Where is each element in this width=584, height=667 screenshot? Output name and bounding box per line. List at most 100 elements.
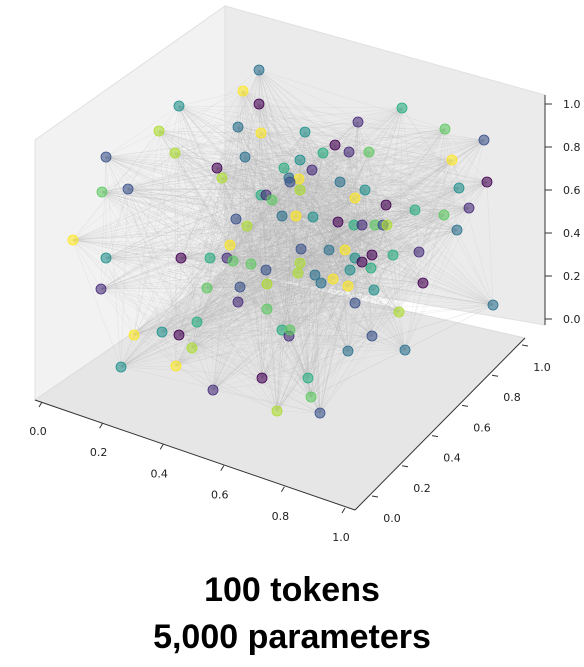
edge-line bbox=[322, 152, 388, 226]
edge-line bbox=[221, 177, 231, 246]
edge-line bbox=[178, 254, 373, 336]
edge-line bbox=[374, 224, 424, 284]
edge-line bbox=[246, 194, 262, 227]
data-point bbox=[100, 252, 112, 264]
edge-line bbox=[105, 209, 416, 259]
edge-line bbox=[105, 156, 228, 259]
edge-line bbox=[260, 132, 388, 226]
edge-line bbox=[337, 221, 494, 306]
edge-line bbox=[354, 257, 373, 337]
edge-line bbox=[133, 257, 228, 336]
edge-line bbox=[235, 159, 301, 220]
edge-line bbox=[100, 159, 453, 290]
edge-line bbox=[229, 194, 267, 246]
edge-line bbox=[127, 188, 301, 264]
edge-line bbox=[133, 289, 375, 336]
data-point bbox=[309, 269, 321, 281]
edge-line bbox=[127, 188, 388, 226]
edge-line bbox=[175, 224, 388, 367]
edge-line bbox=[288, 177, 494, 306]
edge-line bbox=[191, 329, 283, 349]
data-point bbox=[153, 125, 165, 137]
edge-line bbox=[105, 131, 306, 158]
edge-line bbox=[374, 181, 488, 226]
edge-line bbox=[120, 167, 285, 368]
data-point bbox=[115, 361, 127, 373]
edge-line bbox=[300, 248, 375, 291]
edge-line bbox=[289, 181, 299, 274]
edge-line bbox=[127, 188, 193, 349]
edge-line bbox=[237, 167, 285, 303]
edge-line bbox=[72, 239, 102, 290]
edge-line bbox=[100, 132, 262, 290]
edge-line bbox=[261, 308, 268, 379]
edge-line bbox=[337, 151, 370, 223]
edge-line bbox=[100, 167, 285, 290]
edge-line bbox=[232, 128, 446, 262]
data-point bbox=[122, 183, 134, 195]
data-point bbox=[173, 329, 185, 341]
edge-line bbox=[258, 103, 370, 153]
edge-line bbox=[414, 207, 470, 211]
edge-line bbox=[212, 285, 349, 391]
edge-line bbox=[265, 152, 324, 196]
data-point bbox=[207, 384, 219, 396]
edge-line bbox=[232, 260, 494, 306]
edge-line bbox=[258, 69, 406, 351]
data-point bbox=[255, 127, 267, 139]
edge-line bbox=[120, 257, 211, 368]
edge-line bbox=[354, 251, 420, 304]
edge-line bbox=[276, 209, 416, 412]
edge-line bbox=[101, 151, 370, 193]
edge-line bbox=[216, 167, 424, 284]
edge-line bbox=[174, 90, 244, 154]
edge-line bbox=[120, 335, 373, 368]
edge-line bbox=[386, 139, 485, 226]
edge-line bbox=[175, 225, 248, 367]
edge-line bbox=[364, 159, 453, 191]
edge-line bbox=[242, 90, 267, 196]
edge-line bbox=[178, 105, 324, 154]
edge-line bbox=[127, 188, 299, 274]
edge-line bbox=[246, 225, 283, 331]
edge-line bbox=[226, 257, 309, 379]
edge-line bbox=[344, 249, 420, 253]
edge-line bbox=[232, 151, 370, 262]
edge-line bbox=[312, 216, 321, 414]
edge-line bbox=[281, 215, 349, 352]
edge-line bbox=[100, 288, 283, 331]
edge-line bbox=[260, 132, 299, 274]
edge-line bbox=[258, 103, 406, 351]
edge-line bbox=[261, 224, 376, 379]
edge-line bbox=[298, 178, 375, 291]
edge-line bbox=[370, 207, 470, 269]
edge-line bbox=[178, 199, 273, 336]
edge-line bbox=[260, 121, 359, 196]
edge-line bbox=[174, 152, 211, 259]
edge-line bbox=[161, 224, 384, 333]
data-point bbox=[366, 249, 378, 261]
edge-line bbox=[226, 209, 416, 259]
data-point bbox=[290, 210, 302, 222]
edge-line bbox=[371, 214, 445, 256]
edge-line bbox=[347, 207, 470, 287]
edge-line bbox=[258, 69, 263, 379]
data-point bbox=[294, 184, 306, 196]
edge-line bbox=[158, 130, 321, 414]
edge-line bbox=[191, 197, 356, 349]
edge-line bbox=[289, 329, 406, 351]
edge-line bbox=[242, 90, 301, 161]
edge-line bbox=[371, 229, 458, 256]
edge-line bbox=[127, 188, 214, 391]
edge-line bbox=[239, 225, 248, 288]
edge-line bbox=[312, 216, 334, 280]
edge-line bbox=[235, 218, 375, 291]
edge-line bbox=[371, 204, 387, 256]
edge-line bbox=[404, 282, 424, 351]
edge-line bbox=[105, 248, 302, 259]
edge-line bbox=[266, 215, 297, 285]
edge-line bbox=[242, 90, 314, 218]
edge-line bbox=[158, 130, 349, 287]
edge-line bbox=[370, 187, 460, 269]
edge-line bbox=[239, 187, 460, 288]
